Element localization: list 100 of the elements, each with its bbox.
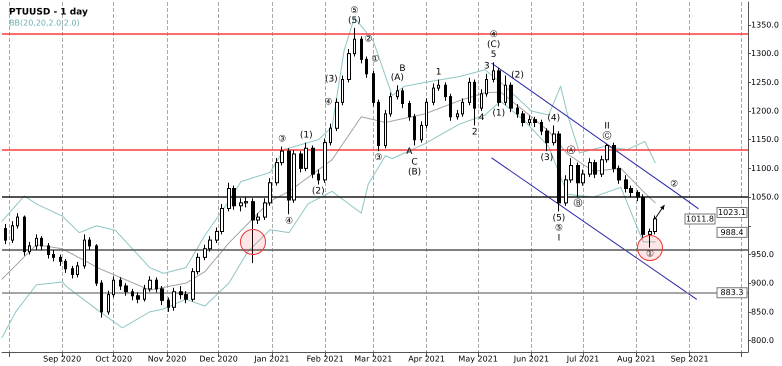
candlestick <box>516 104 519 118</box>
candlestick <box>59 254 62 266</box>
candlestick <box>124 282 128 296</box>
candlestick <box>95 244 98 287</box>
annotation: 3 <box>484 62 490 72</box>
candlestick <box>317 169 320 185</box>
annotation: 988.4 <box>720 228 744 237</box>
candlestick <box>533 116 537 128</box>
candlestick <box>329 123 332 146</box>
candlestick <box>112 276 115 298</box>
y-tick-label: 800.0 <box>751 336 774 346</box>
annotation: (C) <box>486 40 500 50</box>
line-series <box>2 16 656 274</box>
candlestick <box>504 74 507 106</box>
candlestick <box>23 214 26 256</box>
candlestick <box>28 241 31 255</box>
x-tick-label: Mar 2021 <box>354 354 392 364</box>
annotation: (2) <box>312 186 325 196</box>
candlestick <box>88 236 91 250</box>
candlestick <box>545 128 549 152</box>
x-tick-label: Dec 2020 <box>199 354 238 364</box>
x-tick-label: Nov 2020 <box>148 354 186 364</box>
annotation: ② <box>670 179 678 190</box>
annotation: (5) <box>348 16 361 26</box>
annotation: ④ <box>285 216 294 226</box>
candlestick <box>4 224 7 245</box>
line-series <box>2 92 656 291</box>
y-tick-label: 850.0 <box>751 307 774 316</box>
candlestick <box>521 110 525 128</box>
annotation: 1023.1 <box>718 208 746 218</box>
candlestick <box>35 234 38 250</box>
candlestick <box>528 115 531 126</box>
x-tick-label: Jul 2021 <box>566 354 600 364</box>
candlestick <box>485 73 488 98</box>
candlestick <box>408 100 411 122</box>
annotation: (4) <box>547 113 560 124</box>
annotation: (5) <box>552 213 566 224</box>
candlestick <box>323 138 327 184</box>
candlestick <box>160 286 164 306</box>
candlestick <box>480 88 483 112</box>
annotation: 1 <box>436 67 442 78</box>
annotation: ④ <box>324 97 332 108</box>
candlestick <box>492 62 495 83</box>
y-tick-label: 1150.0 <box>751 135 780 144</box>
candlestick <box>11 220 14 244</box>
annotation: ① <box>371 54 380 64</box>
annotation: ① <box>646 250 654 260</box>
y-tick-label: 900.0 <box>751 278 774 288</box>
annotation: Ⓒ <box>602 130 612 142</box>
y-tick-label: 1200.0 <box>751 106 780 116</box>
candlestick <box>100 280 103 318</box>
x-tick-label: May 2021 <box>458 354 498 364</box>
y-tick-label: 1050.0 <box>751 192 780 202</box>
candlestick <box>107 290 110 316</box>
candlestick <box>444 82 447 102</box>
candlestick <box>396 84 399 100</box>
candlestick <box>540 119 543 136</box>
candlestick <box>83 234 86 270</box>
candlestick <box>437 78 440 92</box>
candlestick <box>143 284 146 302</box>
annotation: I <box>558 233 560 244</box>
candlestick <box>52 249 55 262</box>
text: PTUUSD - 1 day <box>9 8 88 18</box>
candlestick <box>509 82 513 113</box>
candlestick <box>497 67 501 107</box>
candlestick <box>389 92 392 118</box>
candlestick <box>365 56 368 78</box>
annotation: (B) <box>408 167 422 178</box>
y-tick-label: 1300.0 <box>751 49 780 58</box>
candlestick <box>71 265 74 280</box>
candlestick <box>119 276 122 291</box>
x-tick-label: Jan 2021 <box>253 354 290 364</box>
candlestick <box>449 93 452 122</box>
annotation: (1) <box>492 108 506 118</box>
x-tick-label: Apr 2021 <box>408 354 445 364</box>
candlestick <box>40 236 43 250</box>
annotation: B <box>399 64 406 74</box>
candlestick <box>335 98 339 132</box>
annotation: ⑤ <box>350 6 358 16</box>
candlestick <box>64 258 67 274</box>
candlestick <box>468 77 471 106</box>
candlestick <box>432 82 435 106</box>
candlestick <box>167 296 170 312</box>
x-tick-label: Feb 2021 <box>306 354 344 364</box>
annotation: (2) <box>511 70 524 80</box>
candlestick <box>377 99 380 152</box>
candlestick <box>473 78 476 126</box>
x-tick-label: Sep 2020 <box>43 354 82 364</box>
annotation: C <box>411 157 418 168</box>
annotation: 5 <box>490 50 496 60</box>
annotation: ③ <box>374 153 382 164</box>
annotation: 1011.8 <box>686 214 714 224</box>
y-tick-label: 1350.0 <box>751 20 780 30</box>
x-tick-label: Sep 2021 <box>670 354 709 364</box>
candlestick <box>347 48 351 83</box>
annotation: II <box>604 122 610 132</box>
annotation: (A) <box>390 73 404 84</box>
y-tick-label: 1100.0 <box>751 164 780 173</box>
y-tick-label: 950.0 <box>751 250 774 259</box>
candlestick <box>131 288 134 301</box>
